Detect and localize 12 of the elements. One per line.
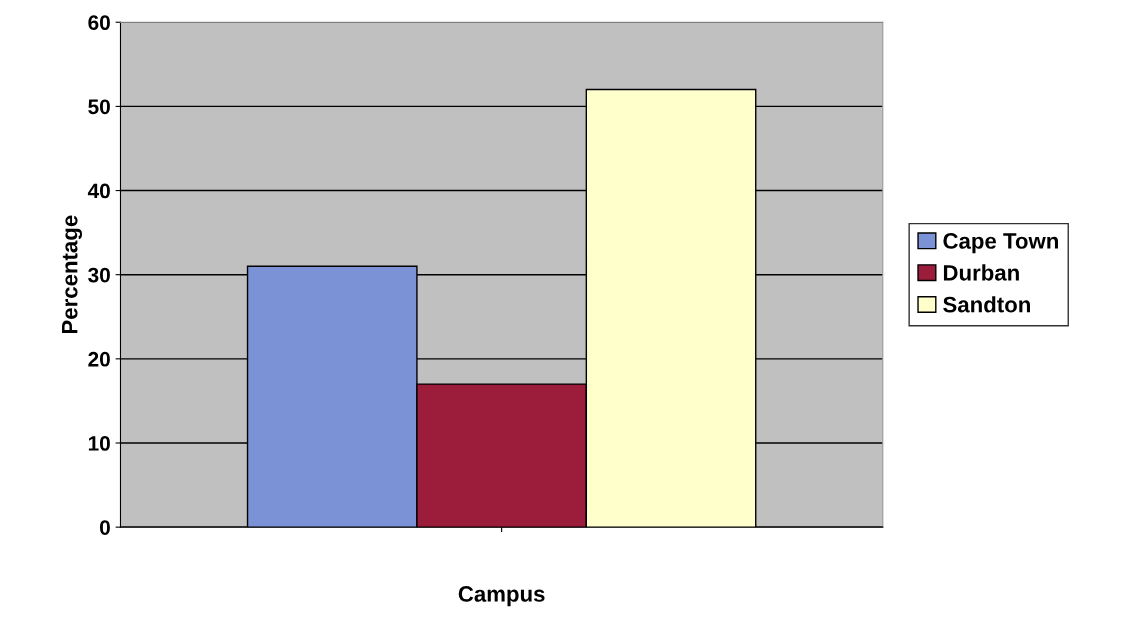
y-tick-label: 60 bbox=[88, 15, 110, 30]
y-axis-title: Percentage bbox=[62, 215, 83, 334]
legend-label: Cape Town bbox=[943, 233, 1058, 254]
x-axis-title: Campus bbox=[458, 586, 545, 607]
y-tick-label: 40 bbox=[87, 183, 110, 199]
y-tick-label: 10 bbox=[88, 436, 110, 451]
y-tick-label: 50 bbox=[88, 99, 110, 115]
legend-label: Sandton bbox=[943, 296, 1030, 313]
legend-label: Durban bbox=[943, 264, 1019, 281]
y-tick-label: 20 bbox=[88, 351, 110, 367]
y-tick-label: 30 bbox=[88, 267, 110, 283]
y-tick-label: 0 bbox=[100, 520, 110, 535]
